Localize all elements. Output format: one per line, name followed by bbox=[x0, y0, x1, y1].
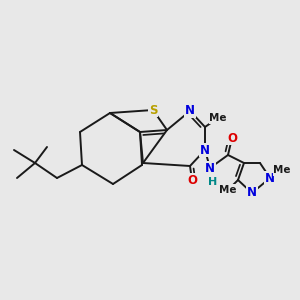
Text: N: N bbox=[247, 187, 257, 200]
Text: O: O bbox=[187, 173, 197, 187]
Text: Me: Me bbox=[219, 185, 237, 195]
Text: N: N bbox=[205, 161, 215, 175]
Text: H: H bbox=[208, 177, 217, 187]
Text: S: S bbox=[149, 103, 157, 116]
Text: N: N bbox=[265, 172, 275, 184]
Text: Me: Me bbox=[273, 165, 291, 175]
Text: O: O bbox=[227, 131, 237, 145]
Text: N: N bbox=[185, 104, 195, 118]
Text: N: N bbox=[200, 143, 210, 157]
Text: Me: Me bbox=[209, 113, 227, 123]
